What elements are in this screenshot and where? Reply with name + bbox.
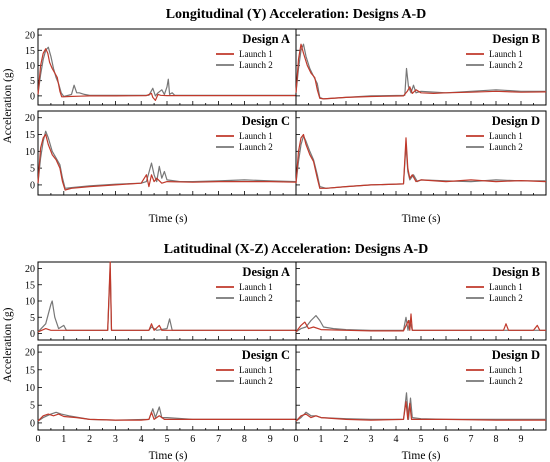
y-tick-label: 15 bbox=[25, 280, 35, 291]
x-tick-label: 6 bbox=[444, 434, 449, 445]
series-line-launch-1 bbox=[295, 133, 547, 189]
bottom-right-x-axis-label: Time (s) bbox=[402, 450, 441, 462]
y-tick-label: 10 bbox=[25, 383, 35, 394]
y-tick-label: 5 bbox=[30, 401, 35, 412]
y-tick-label: 0 bbox=[30, 180, 35, 191]
x-tick-label: 7 bbox=[216, 434, 221, 445]
panel-title: Design A bbox=[242, 265, 290, 279]
series-line-launch-1 bbox=[37, 411, 296, 422]
y-tick-label: 0 bbox=[30, 329, 35, 340]
panel-title: Design C bbox=[242, 348, 290, 362]
x-tick-label: 3 bbox=[113, 434, 118, 445]
y-tick-label: 0 bbox=[30, 91, 35, 102]
x-tick-label: 4 bbox=[394, 434, 399, 445]
legend-label-launch-2: Launch 2 bbox=[489, 376, 523, 386]
legend-label-launch-1: Launch 1 bbox=[489, 131, 523, 141]
panel-frame bbox=[295, 344, 547, 431]
series-line-launch-1 bbox=[37, 48, 296, 101]
top-right-x-axis-label: Time (s) bbox=[402, 213, 441, 225]
y-tick-label: 20 bbox=[25, 31, 35, 42]
panel-frame bbox=[37, 28, 297, 106]
panel-title: Design B bbox=[492, 265, 540, 279]
y-tick-label: 5 bbox=[30, 76, 35, 87]
x-tick-label: 1 bbox=[319, 434, 324, 445]
legend-label-launch-2: Launch 2 bbox=[239, 60, 273, 70]
y-tick-label: 5 bbox=[30, 313, 35, 324]
series-line-launch-2 bbox=[37, 46, 296, 98]
series-line-launch-1 bbox=[295, 43, 547, 100]
legend-label-launch-2: Launch 2 bbox=[489, 60, 523, 70]
x-tick-label: 9 bbox=[519, 434, 524, 445]
x-tick-label: 5 bbox=[419, 434, 424, 445]
y-tick-label: 0 bbox=[30, 418, 35, 429]
x-tick-label: 0 bbox=[36, 434, 41, 445]
y-tick-label: 15 bbox=[25, 46, 35, 57]
series-line-launch-1 bbox=[295, 313, 546, 333]
x-tick-label: 9 bbox=[268, 434, 273, 445]
y-tick-label: 5 bbox=[30, 164, 35, 175]
top-figure-title: Longitudinal (Y) Acceleration: Designs A… bbox=[166, 7, 427, 22]
panel-title: Design C bbox=[242, 114, 290, 128]
x-tick-label: 8 bbox=[242, 434, 247, 445]
legend-label-launch-2: Launch 2 bbox=[489, 293, 523, 303]
y-tick-label: 10 bbox=[25, 297, 35, 308]
x-tick-label: 3 bbox=[369, 434, 374, 445]
top-left-x-axis-label: Time (s) bbox=[149, 213, 188, 225]
legend-label-launch-1: Launch 1 bbox=[489, 365, 523, 375]
y-tick-label: 20 bbox=[25, 348, 35, 359]
legend-label-launch-1: Launch 1 bbox=[489, 282, 523, 292]
legend-label-launch-1: Launch 1 bbox=[239, 282, 273, 292]
y-tick-label: 15 bbox=[25, 130, 35, 141]
y-tick-label: 20 bbox=[25, 264, 35, 275]
y-tick-label: 10 bbox=[25, 61, 35, 72]
legend-label-launch-1: Launch 1 bbox=[489, 49, 523, 59]
x-tick-label: 1 bbox=[61, 434, 66, 445]
y-tick-label: 20 bbox=[25, 113, 35, 124]
legend-label-launch-1: Launch 1 bbox=[239, 49, 273, 59]
x-tick-label: 2 bbox=[87, 434, 92, 445]
x-tick-label: 4 bbox=[139, 434, 144, 445]
legend-label-launch-2: Launch 2 bbox=[489, 142, 523, 152]
x-tick-label: 5 bbox=[165, 434, 170, 445]
x-tick-label: 6 bbox=[190, 434, 195, 445]
legend-label-launch-1: Launch 1 bbox=[239, 131, 273, 141]
legend-label-launch-2: Launch 2 bbox=[239, 142, 273, 152]
panel-title: Design B bbox=[492, 32, 540, 46]
panel-title: Design D bbox=[492, 348, 540, 362]
legend-label-launch-2: Launch 2 bbox=[239, 376, 273, 386]
series-line-launch-1 bbox=[37, 261, 296, 333]
series-line-launch-1 bbox=[295, 401, 546, 422]
y-tick-label: 10 bbox=[25, 147, 35, 158]
legend-label-launch-1: Launch 1 bbox=[239, 365, 273, 375]
panel-title: Design D bbox=[492, 114, 540, 128]
bottom-y-axis-label: Acceleration (g) bbox=[2, 307, 14, 382]
bottom-figure-title: Latitudinal (X-Z) Acceleration: Designs … bbox=[164, 242, 428, 257]
x-tick-label: 0 bbox=[294, 434, 299, 445]
y-tick-label: 15 bbox=[25, 365, 35, 376]
panel-frame bbox=[37, 344, 297, 431]
top-y-axis-label: Acceleration (g) bbox=[2, 68, 14, 143]
series-line-launch-1 bbox=[37, 133, 297, 191]
legend-label-launch-2: Launch 2 bbox=[239, 293, 273, 303]
x-tick-label: 2 bbox=[344, 434, 349, 445]
panel-title: Design A bbox=[242, 32, 290, 46]
x-tick-label: 7 bbox=[469, 434, 474, 445]
chart-panel-7: 0 5 10 15 20 0 1 2 3 4 5 6 7 8 9 Design C Launch 1Launch… bbox=[25, 344, 297, 445]
bottom-left-x-axis-label: Time (s) bbox=[149, 450, 188, 462]
x-tick-label: 8 bbox=[494, 434, 499, 445]
